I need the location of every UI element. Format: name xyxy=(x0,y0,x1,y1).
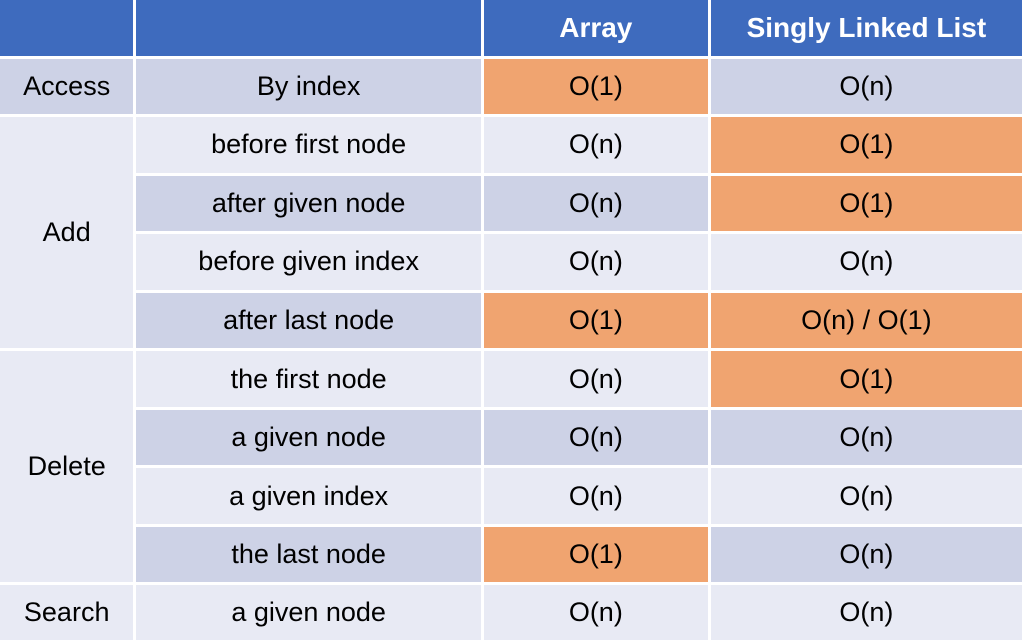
header-operation-cell xyxy=(133,0,484,59)
operation-search-a-given-node: a given node xyxy=(133,582,484,640)
cell-add-before-first-node-array: O(n) xyxy=(480,114,711,176)
header-category-cell xyxy=(0,0,137,59)
operation-a-given-index: a given index xyxy=(133,465,484,527)
table-row: a given node O(n) O(n) xyxy=(0,406,1022,469)
cell-add-after-last-node-sll: O(n) / O(1) xyxy=(707,289,1022,352)
table-row: Search a given node O(n) O(n) xyxy=(0,582,1022,640)
table-row: after given node O(n) O(1) xyxy=(0,172,1022,235)
cell-access-by-index-sll: O(n) xyxy=(707,55,1022,118)
cell-access-by-index-array: O(1) xyxy=(480,55,711,118)
table-row: before given index O(n) O(n) xyxy=(0,231,1022,293)
cell-search-a-given-node-sll: O(n) xyxy=(707,582,1022,640)
cell-delete-a-given-node-sll: O(n) xyxy=(707,406,1022,469)
cell-delete-the-first-node-sll: O(1) xyxy=(707,348,1022,410)
table-row: a given index O(n) O(n) xyxy=(0,465,1022,527)
cell-add-after-given-node-sll: O(1) xyxy=(707,172,1022,235)
cell-delete-a-given-index-sll: O(n) xyxy=(707,465,1022,527)
group-label-delete: Delete xyxy=(0,348,137,586)
operation-the-last-node: the last node xyxy=(133,523,484,586)
group-label-add: Add xyxy=(0,114,137,352)
operation-after-last-node: after last node xyxy=(133,289,484,352)
cell-delete-the-last-node-array: O(1) xyxy=(480,523,711,586)
table-row: Access By index O(1) O(n) xyxy=(0,55,1022,118)
operation-before-given-index: before given index xyxy=(133,231,484,293)
cell-add-after-given-node-array: O(n) xyxy=(480,172,711,235)
table-row: Delete the first node O(n) O(1) xyxy=(0,348,1022,586)
table-row: Add before first node O(n) O(1) xyxy=(0,114,1022,352)
cell-delete-the-last-node-sll: O(n) xyxy=(707,523,1022,586)
table-row: the last node O(1) O(n) xyxy=(0,523,1022,586)
header-singly-linked-list: Singly Linked List xyxy=(707,0,1022,59)
table-row: after last node O(1) O(n) / O(1) xyxy=(0,289,1022,352)
operation-before-first-node: before first node xyxy=(133,114,484,176)
cell-delete-a-given-index-array: O(n) xyxy=(480,465,711,527)
cell-add-after-last-node-array: O(1) xyxy=(480,289,711,352)
operation-the-first-node: the first node xyxy=(133,348,484,410)
cell-delete-the-first-node-array: O(n) xyxy=(480,348,711,410)
cell-add-before-first-node-sll: O(1) xyxy=(707,114,1022,176)
cell-add-before-given-index-array: O(n) xyxy=(480,231,711,293)
header-array: Array xyxy=(480,0,711,59)
operation-a-given-node: a given node xyxy=(133,406,484,469)
operation-by-index: By index xyxy=(133,55,484,118)
cell-add-before-given-index-sll: O(n) xyxy=(707,231,1022,293)
operation-after-given-node: after given node xyxy=(133,172,484,235)
cell-search-a-given-node-array: O(n) xyxy=(480,582,711,640)
group-label-search: Search xyxy=(0,582,137,640)
cell-delete-a-given-node-array: O(n) xyxy=(480,406,711,469)
group-label-access: Access xyxy=(0,55,137,118)
header-row: Array Singly Linked List xyxy=(0,0,1022,59)
